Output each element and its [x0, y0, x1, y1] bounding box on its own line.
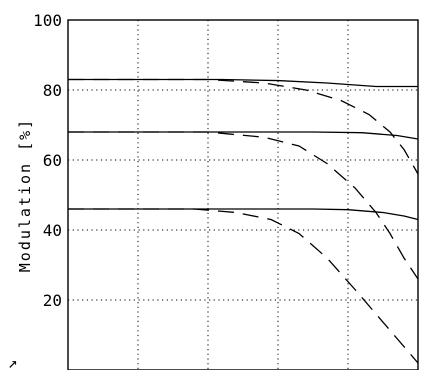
y-axis-title: Modulation [%] — [16, 118, 34, 272]
dashed-series-line-5 — [68, 131, 419, 280]
solid-series-line-2 — [68, 131, 419, 140]
dashed-series-line-4 — [68, 78, 419, 175]
y-tick-label-80: 80 — [43, 81, 62, 100]
solid-series-line-1 — [68, 78, 418, 88]
plot-frame — [67, 19, 419, 370]
dashed-series-line-6 — [68, 208, 419, 364]
y-tick-label-20: 20 — [43, 291, 62, 310]
y-tick-label-40: 40 — [43, 221, 62, 240]
y-tick-label-100: 100 — [33, 11, 62, 30]
y-tick-labels: 100 80 60 40 20 — [33, 11, 62, 310]
y-tick-label-60: 60 — [43, 151, 62, 170]
corner-arrow-mark: ↗ — [8, 353, 18, 370]
grid-layer — [68, 20, 418, 370]
solid-series-line-3 — [68, 208, 419, 221]
series-layer — [68, 78, 419, 364]
